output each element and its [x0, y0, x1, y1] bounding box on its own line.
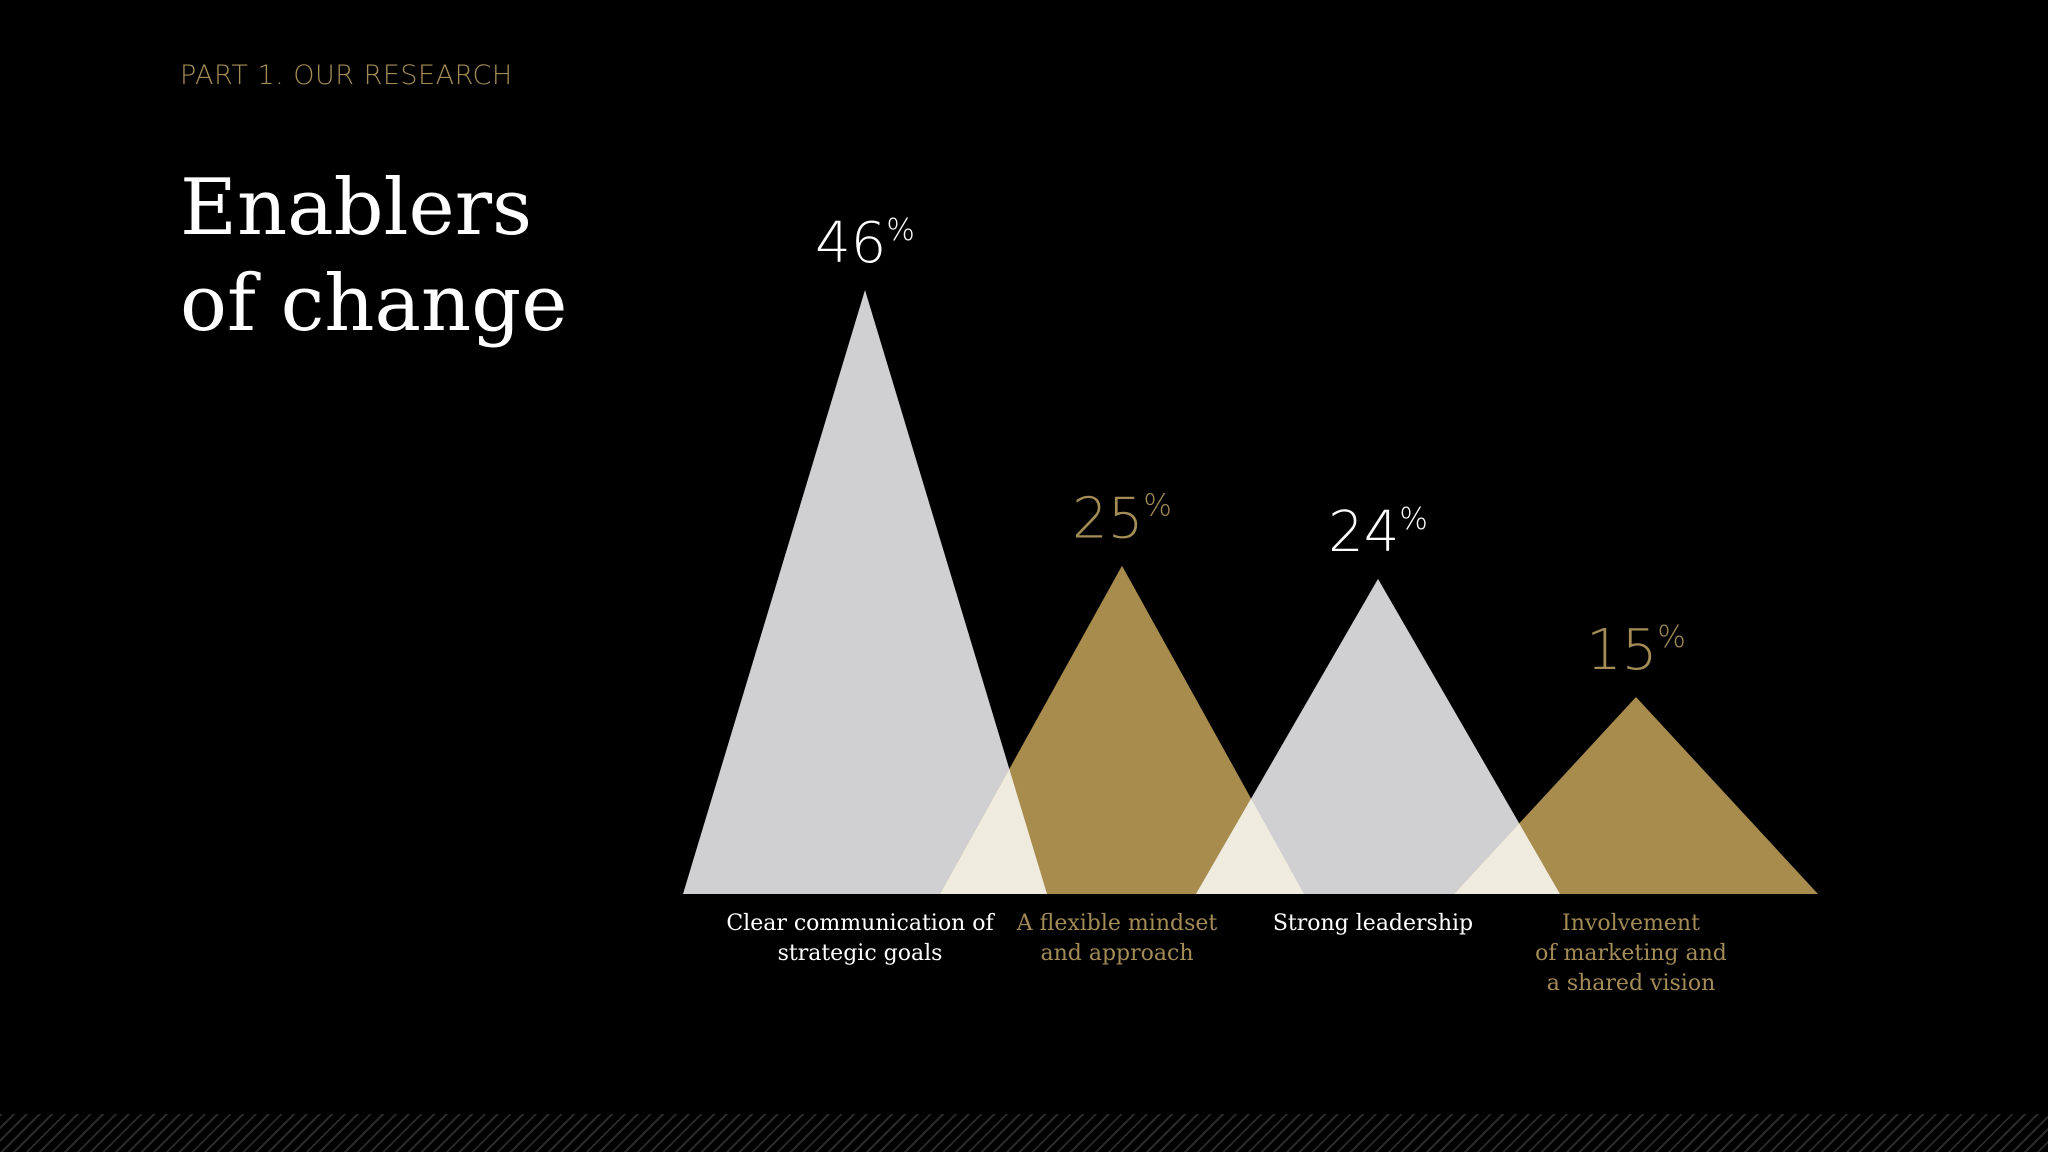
title-line-2: of change — [180, 259, 568, 349]
value-label-3: 24% — [1328, 500, 1428, 565]
triangle-mark-4 — [1454, 697, 1818, 894]
hatched-footer-band — [0, 1114, 2048, 1152]
page-title: Enablers of change — [180, 160, 567, 352]
category-label-4: Involvement of marketing and a shared visi… — [1535, 911, 1727, 996]
category-label-2: A flexible mindset and approach — [1016, 911, 1218, 966]
triangle-mark-2 — [940, 565, 1304, 894]
value-label-1: 46% — [815, 211, 915, 276]
category-label-1: Clear communication of strategic goals — [726, 911, 995, 966]
category-label-3: Strong leadership — [1273, 911, 1473, 936]
triangle-mark-3 — [1196, 578, 1560, 894]
value-label-2: 25% — [1072, 487, 1172, 552]
triangle-mark-1 — [683, 290, 1047, 894]
value-label-4: 15% — [1586, 618, 1686, 683]
section-kicker: PART 1. OUR RESEARCH — [180, 60, 513, 91]
title-line-1: Enablers — [180, 163, 533, 253]
